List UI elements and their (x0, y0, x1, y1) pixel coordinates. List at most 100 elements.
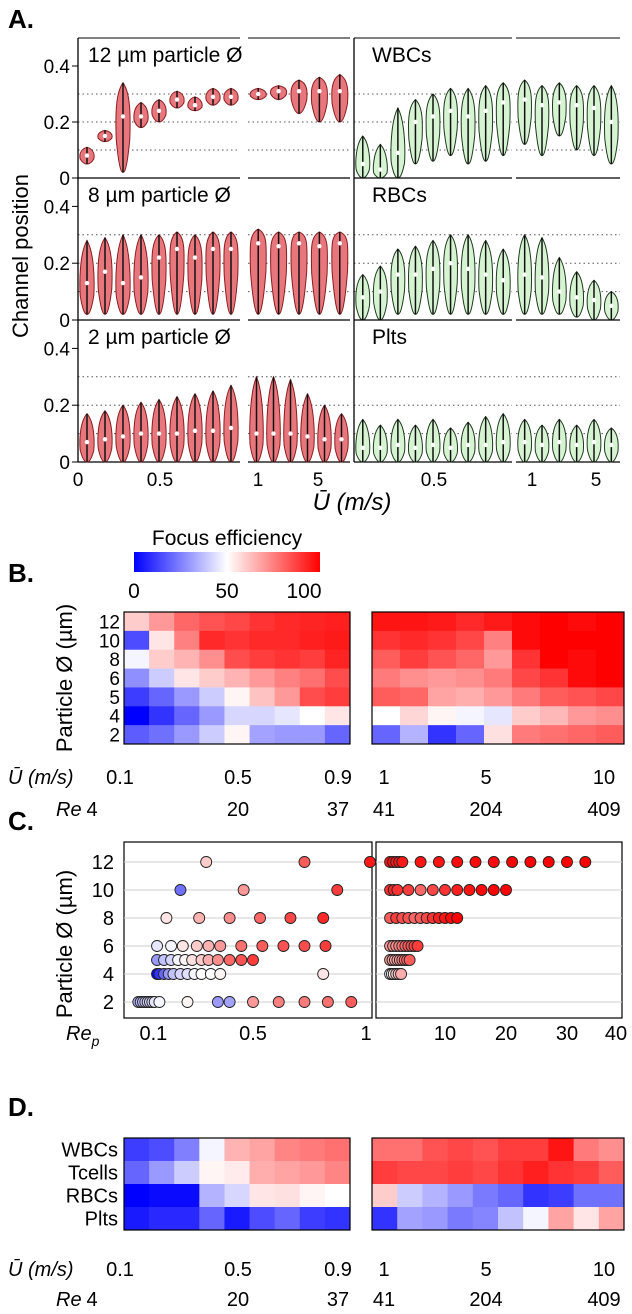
violin-median-dot (501, 278, 506, 283)
heatmap-cell (400, 706, 429, 726)
heatmap-cell (124, 687, 150, 707)
heatmap-cell (523, 1207, 549, 1231)
heatmap-cell (540, 630, 569, 651)
heatmap-cell (224, 649, 251, 670)
heatmap-cell (573, 1184, 600, 1208)
heatmap-cell (174, 1161, 200, 1185)
violin-y-tick-label: 0.2 (44, 396, 70, 417)
scatter-point (391, 884, 404, 896)
heatmap-cell (372, 630, 401, 651)
scatter-point (298, 940, 311, 952)
heatmap-cell (174, 725, 200, 745)
heatmap-cell (456, 612, 485, 632)
heatmap-cell (484, 649, 513, 670)
violin-label-bg (370, 322, 460, 348)
heatmap-cell (174, 612, 200, 632)
scatter-y-tick-label: 2 (103, 992, 114, 1014)
scatter-point (247, 954, 259, 966)
heatmap-cell (174, 668, 200, 688)
heatmap-cell (299, 649, 326, 670)
heatmap-cell (472, 1138, 499, 1162)
scatter-point (451, 912, 464, 924)
heatmap-cell (484, 668, 513, 688)
violin-particle-label: 8 µm particle Ø (88, 184, 231, 207)
violin-y-axis-label: Channel position (8, 174, 33, 338)
heatmap-cell (274, 1184, 301, 1208)
scatter-y-axis-label: Particle Ø (µm) (52, 870, 77, 1018)
heatmap-cell (397, 1161, 423, 1185)
heatmap-cell (299, 1207, 326, 1231)
violin-label-bg (370, 40, 460, 66)
heatmap-cell (428, 630, 457, 651)
heatmap-cell (372, 649, 401, 670)
heatmap-x-tick-re: 20 (227, 799, 249, 821)
violin-median-dot (465, 114, 471, 119)
rep-scatter: 12 10 8 6 4 2 0.1 0.5 1 10 20 30 40 Rep (66, 841, 627, 1049)
heatmap-x-tick-re: 204 (469, 1289, 502, 1311)
violin-median-dot (138, 114, 144, 119)
heatmap-cell (422, 1138, 449, 1162)
heatmap-cell (372, 668, 401, 688)
heatmap-cell (428, 725, 457, 745)
violin-label-bg (370, 180, 460, 206)
heatmap-cell (540, 687, 569, 707)
heatmap-cell (372, 1138, 398, 1162)
violin-median-dot (539, 103, 545, 108)
panel-letter-c: C. (8, 806, 34, 836)
violin-median-dot (317, 243, 322, 249)
heatmap-x-label-re: Re (56, 1289, 82, 1311)
violin-median-dot (465, 442, 471, 448)
violin-median-dot (120, 114, 126, 119)
heatmap-cell (573, 1207, 600, 1231)
scatter-x-tick-label: 0.5 (239, 1023, 267, 1045)
violin-y-tick-label: 0 (59, 311, 70, 332)
scatter-point (153, 996, 166, 1008)
violin-median-dot (254, 431, 259, 436)
heatmap-cell (568, 725, 597, 745)
heatmap-cell (540, 612, 569, 632)
heatmap-row-label: 8 (109, 650, 120, 671)
violin-median-dot (305, 434, 310, 439)
scatter-frame (123, 841, 373, 1019)
scatter-point (223, 912, 236, 924)
heatmap-cell (149, 1184, 175, 1208)
heatmap-cell (149, 725, 175, 745)
heatmap-frame (123, 1137, 351, 1231)
violin-median-dot (609, 303, 614, 308)
heatmap-cell (199, 706, 225, 726)
heatmap-cell (199, 612, 225, 632)
heatmap-cell (249, 612, 276, 632)
heatmap-cell (422, 1161, 449, 1185)
heatmap-cell (484, 687, 513, 707)
scatter-point (211, 954, 224, 966)
violin-median-dot (465, 266, 471, 272)
scatter-x-tick-label: 1 (360, 1023, 371, 1045)
heatmap-cell (224, 1161, 251, 1185)
heatmap-cell (274, 706, 301, 726)
heatmap-cell (372, 687, 401, 707)
scatter-frame (375, 841, 623, 1019)
heatmap-x-tick-u: 1 (378, 767, 389, 789)
heatmap-cell (174, 1207, 200, 1231)
scatter-point (284, 912, 297, 924)
heatmap-x-tick-u: 0.5 (224, 1259, 252, 1281)
heatmap-row-label: 2 (109, 726, 120, 747)
heatmap-cell (124, 1207, 150, 1231)
violin-median-dot (322, 437, 327, 442)
heatmap-cell (372, 725, 401, 745)
heatmap-cell (512, 612, 541, 632)
heatmap-cell (472, 1184, 499, 1208)
scatter-point (237, 884, 250, 896)
heatmap-cell (224, 706, 251, 726)
heatmap-cell (397, 1207, 423, 1231)
heatmap-frame (371, 611, 625, 745)
scatter-point (256, 940, 269, 952)
scatter-point (200, 856, 213, 868)
heatmap-cell (568, 649, 597, 670)
scatter-point (524, 856, 537, 868)
scatter-point (174, 884, 187, 896)
violin-median-dot (483, 272, 488, 277)
violin-median-dot (483, 108, 488, 114)
heatmap-cell (274, 630, 301, 651)
